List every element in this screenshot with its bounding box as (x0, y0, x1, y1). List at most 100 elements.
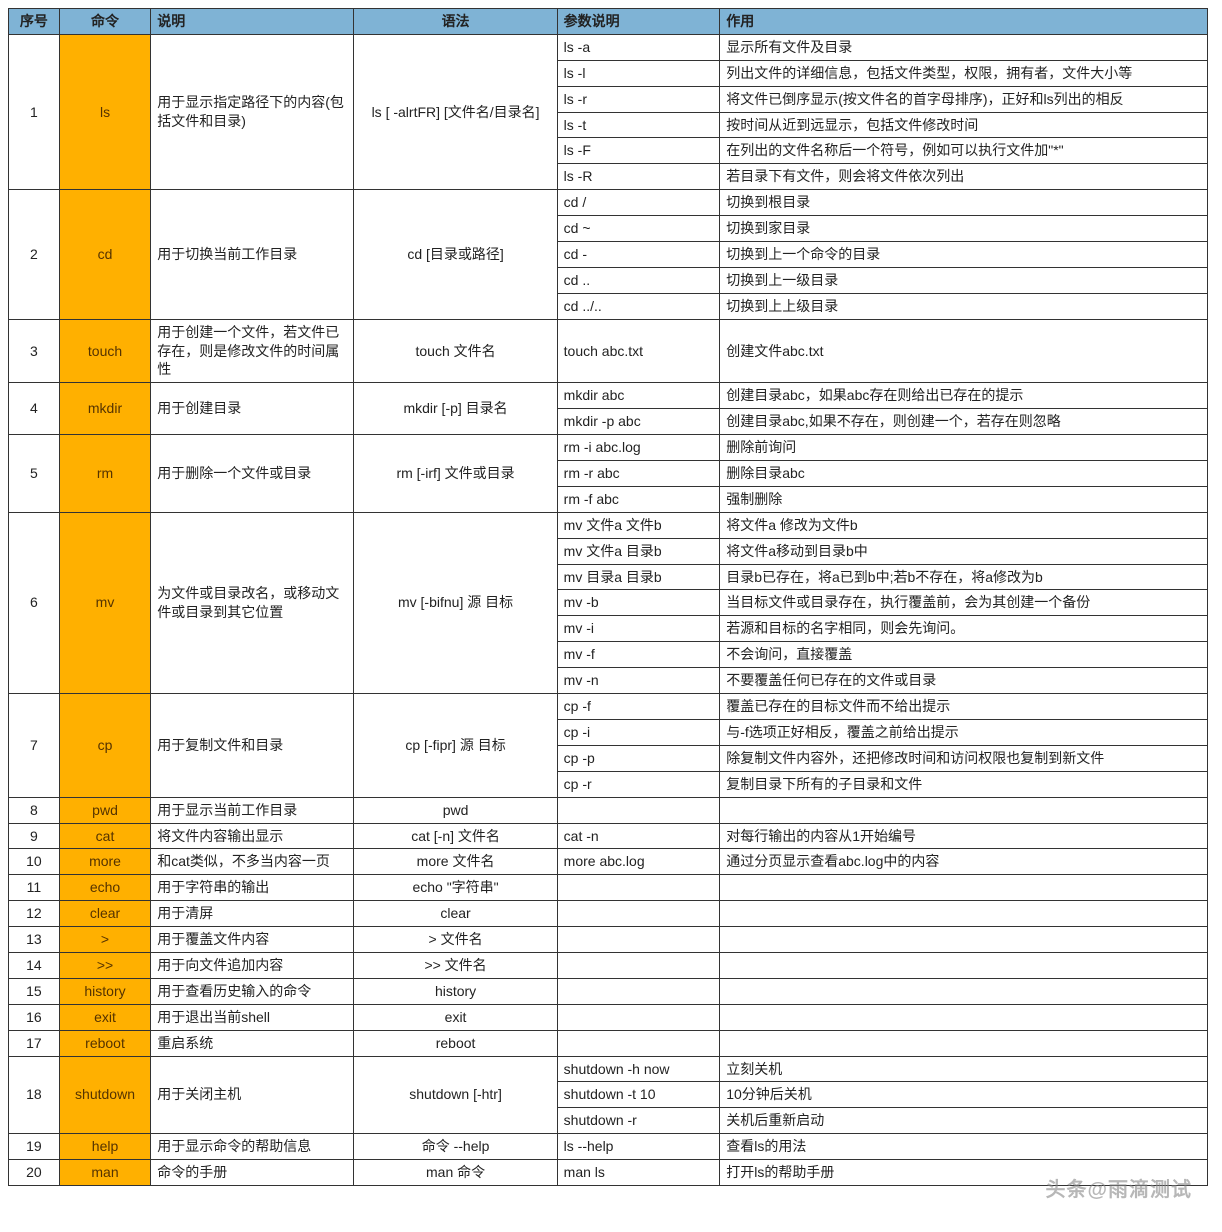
cell-desc: 和cat类似，不多当内容一页 (151, 849, 354, 875)
cell-param: touch abc.txt (557, 319, 720, 383)
cell-effect: 通过分页显示查看abc.log中的内容 (720, 849, 1208, 875)
cell-param (557, 978, 720, 1004)
cell-syntax: echo "字符串" (354, 875, 557, 901)
cell-syntax: touch 文件名 (354, 319, 557, 383)
cell-effect (720, 797, 1208, 823)
cell-param: ls -a (557, 34, 720, 60)
cell-syntax: man 命令 (354, 1160, 557, 1186)
cell-desc: 为文件或目录改名，或移动文件或目录到其它位置 (151, 512, 354, 693)
cell-cmd: ls (59, 34, 150, 189)
cell-seq: 12 (9, 901, 60, 927)
cell-seq: 18 (9, 1056, 60, 1134)
cell-param (557, 1004, 720, 1030)
table-body: 1ls用于显示指定路径下的内容(包括文件和目录)ls [ -alrtFR] [文… (9, 34, 1208, 1185)
cell-effect: 切换到上一个命令的目录 (720, 242, 1208, 268)
cell-seq: 11 (9, 875, 60, 901)
table-row: 7cp用于复制文件和目录cp [-fipr] 源 目标cp -f覆盖已存在的目标… (9, 694, 1208, 720)
cell-param: rm -r abc (557, 461, 720, 487)
cell-effect: 切换到根目录 (720, 190, 1208, 216)
cell-cmd: help (59, 1134, 150, 1160)
cell-cmd: rm (59, 435, 150, 513)
table-row: 13>用于覆盖文件内容> 文件名 (9, 927, 1208, 953)
cell-effect: 创建文件abc.txt (720, 319, 1208, 383)
cell-seq: 19 (9, 1134, 60, 1160)
cell-cmd: cat (59, 823, 150, 849)
cell-desc: 用于创建一个文件，若文件已存在，则是修改文件的时间属性 (151, 319, 354, 383)
cell-effect: 立刻关机 (720, 1056, 1208, 1082)
header-desc: 说明 (151, 9, 354, 35)
cell-desc: 用于关闭主机 (151, 1056, 354, 1134)
cell-cmd: mkdir (59, 383, 150, 435)
cell-param: mkdir -p abc (557, 409, 720, 435)
cell-desc: 用于复制文件和目录 (151, 694, 354, 798)
cell-cmd: cd (59, 190, 150, 319)
cell-desc: 用于退出当前shell (151, 1004, 354, 1030)
cell-seq: 8 (9, 797, 60, 823)
table-row: 10more和cat类似，不多当内容一页more 文件名more abc.log… (9, 849, 1208, 875)
cell-param: cd ../.. (557, 293, 720, 319)
cell-effect: 若目录下有文件，则会将文件依次列出 (720, 164, 1208, 190)
cell-desc: 用于覆盖文件内容 (151, 927, 354, 953)
cell-syntax: clear (354, 901, 557, 927)
cell-cmd: pwd (59, 797, 150, 823)
cell-effect (720, 978, 1208, 1004)
cell-desc: 用于删除一个文件或目录 (151, 435, 354, 513)
cell-seq: 3 (9, 319, 60, 383)
cell-seq: 20 (9, 1160, 60, 1186)
cell-effect (720, 952, 1208, 978)
cell-effect (720, 875, 1208, 901)
cell-effect: 切换到上一级目录 (720, 267, 1208, 293)
cell-param: more abc.log (557, 849, 720, 875)
table-row: 8pwd用于显示当前工作目录pwd (9, 797, 1208, 823)
cell-param: cp -r (557, 771, 720, 797)
cell-desc: 用于字符串的输出 (151, 875, 354, 901)
cell-param: cp -f (557, 694, 720, 720)
cell-syntax: more 文件名 (354, 849, 557, 875)
table-row: 17reboot重启系统reboot (9, 1030, 1208, 1056)
table-row: 1ls用于显示指定路径下的内容(包括文件和目录)ls [ -alrtFR] [文… (9, 34, 1208, 60)
cell-param: mv 文件a 目录b (557, 538, 720, 564)
cell-param: ls -R (557, 164, 720, 190)
table-row: 16exit用于退出当前shellexit (9, 1004, 1208, 1030)
cell-effect: 创建目录abc,如果不存在，则创建一个，若存在则忽略 (720, 409, 1208, 435)
cell-effect (720, 927, 1208, 953)
cell-effect: 切换到上上级目录 (720, 293, 1208, 319)
linux-commands-table: 序号 命令 说明 语法 参数说明 作用 1ls用于显示指定路径下的内容(包括文件… (8, 8, 1208, 1186)
header-param: 参数说明 (557, 9, 720, 35)
cell-effect: 对每行输出的内容从1开始编号 (720, 823, 1208, 849)
header-syntax: 语法 (354, 9, 557, 35)
cell-effect: 若源和目标的名字相同，则会先询问。 (720, 616, 1208, 642)
table-row: 6mv为文件或目录改名，或移动文件或目录到其它位置mv [-bifnu] 源 目… (9, 512, 1208, 538)
cell-param: cp -i (557, 719, 720, 745)
cell-cmd: >> (59, 952, 150, 978)
cell-desc: 用于显示当前工作目录 (151, 797, 354, 823)
cell-effect: 当目标文件或目录存在，执行覆盖前，会为其创建一个备份 (720, 590, 1208, 616)
cell-effect: 不要覆盖任何已存在的文件或目录 (720, 668, 1208, 694)
cell-cmd: history (59, 978, 150, 1004)
cell-param: cd / (557, 190, 720, 216)
cell-effect: 不会询问，直接覆盖 (720, 642, 1208, 668)
cell-effect: 删除前询问 (720, 435, 1208, 461)
cell-seq: 14 (9, 952, 60, 978)
cell-seq: 10 (9, 849, 60, 875)
cell-syntax: rm [-irf] 文件或目录 (354, 435, 557, 513)
cell-seq: 4 (9, 383, 60, 435)
cell-seq: 17 (9, 1030, 60, 1056)
cell-cmd: > (59, 927, 150, 953)
table-row: 2cd用于切换当前工作目录cd [目录或路径]cd /切换到根目录 (9, 190, 1208, 216)
cell-param: mv -n (557, 668, 720, 694)
cell-seq: 7 (9, 694, 60, 798)
cell-effect: 覆盖已存在的目标文件而不给出提示 (720, 694, 1208, 720)
cell-syntax: > 文件名 (354, 927, 557, 953)
table-row: 4mkdir用于创建目录mkdir [-p] 目录名mkdir abc创建目录a… (9, 383, 1208, 409)
cell-param: cat -n (557, 823, 720, 849)
cell-desc: 用于查看历史输入的命令 (151, 978, 354, 1004)
cell-param: mv 目录a 目录b (557, 564, 720, 590)
cell-param (557, 901, 720, 927)
cell-syntax: cp [-fipr] 源 目标 (354, 694, 557, 798)
cell-desc: 用于创建目录 (151, 383, 354, 435)
cell-effect: 按时间从近到远显示，包括文件修改时间 (720, 112, 1208, 138)
cell-effect: 删除目录abc (720, 461, 1208, 487)
header-seq: 序号 (9, 9, 60, 35)
cell-param: rm -i abc.log (557, 435, 720, 461)
